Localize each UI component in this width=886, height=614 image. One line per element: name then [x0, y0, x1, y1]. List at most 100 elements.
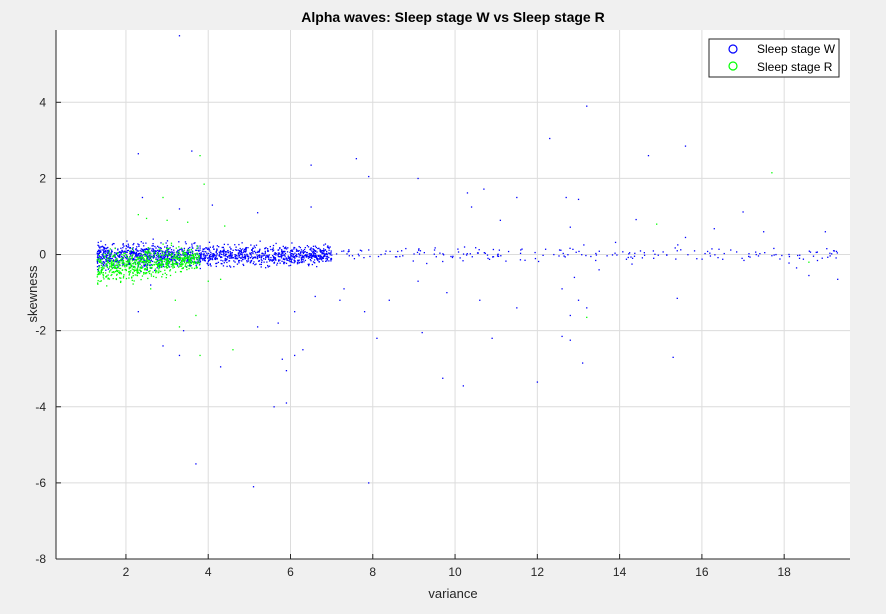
- x-tick-label: 6: [287, 565, 294, 579]
- data-point: [125, 277, 128, 280]
- data-point: [171, 253, 173, 255]
- data-point: [200, 257, 202, 260]
- data-point: [160, 258, 162, 260]
- data-point: [308, 255, 310, 257]
- data-point: [138, 256, 140, 259]
- data-point: [323, 254, 326, 257]
- data-point: [561, 335, 563, 338]
- data-point: [121, 269, 124, 271]
- data-point: [279, 247, 281, 249]
- data-point: [788, 253, 790, 256]
- data-point: [321, 257, 324, 259]
- data-point: [119, 264, 121, 266]
- data-point: [204, 257, 206, 259]
- data-point: [290, 258, 293, 260]
- data-point: [216, 252, 218, 255]
- data-point: [192, 253, 194, 256]
- data-point: [244, 251, 247, 253]
- data-point: [256, 212, 259, 214]
- data-point: [147, 246, 149, 249]
- data-point: [306, 254, 308, 256]
- legend-marker-sleep-stage-r: [728, 61, 738, 71]
- data-point: [282, 250, 284, 253]
- data-point: [153, 253, 156, 255]
- data-point: [179, 255, 181, 257]
- data-point: [561, 288, 563, 290]
- data-point: [134, 274, 136, 276]
- data-point: [121, 265, 124, 267]
- data-point: [137, 311, 139, 313]
- data-point: [155, 257, 157, 259]
- data-point: [96, 282, 99, 284]
- data-point: [314, 255, 316, 257]
- data-point: [250, 260, 252, 262]
- data-point: [287, 257, 289, 259]
- data-point: [319, 257, 321, 259]
- data-point: [291, 250, 294, 253]
- data-point: [142, 258, 145, 260]
- data-point: [256, 254, 258, 256]
- data-point: [711, 248, 713, 250]
- data-point: [329, 254, 331, 256]
- data-point: [317, 258, 319, 260]
- data-point: [399, 255, 401, 258]
- data-point: [173, 255, 175, 257]
- data-point: [630, 256, 632, 258]
- data-point: [137, 262, 139, 265]
- data-point: [106, 264, 108, 266]
- x-tick-label: 10: [448, 565, 462, 579]
- data-point: [586, 105, 588, 107]
- data-point: [347, 251, 349, 253]
- data-point: [158, 261, 160, 264]
- data-point: [178, 266, 180, 268]
- data-point: [117, 270, 119, 272]
- data-point: [212, 245, 215, 247]
- data-point: [216, 249, 218, 252]
- data-point: [97, 253, 100, 255]
- data-point: [215, 257, 217, 259]
- data-point: [194, 262, 196, 265]
- data-point: [183, 257, 186, 259]
- data-point: [138, 272, 141, 274]
- data-point: [757, 255, 760, 257]
- data-point: [442, 254, 445, 256]
- data-point: [111, 271, 113, 273]
- data-point: [132, 257, 135, 260]
- data-point: [294, 261, 296, 263]
- data-point: [291, 261, 293, 264]
- data-point: [748, 253, 750, 255]
- data-point: [100, 246, 102, 248]
- data-point: [324, 253, 326, 255]
- data-point: [263, 254, 265, 256]
- data-point: [128, 274, 130, 276]
- data-point: [151, 266, 153, 269]
- x-tick-label: 12: [531, 565, 545, 579]
- data-point: [132, 274, 134, 277]
- data-point: [329, 246, 331, 248]
- data-point: [130, 265, 132, 268]
- data-point: [317, 255, 320, 258]
- data-point: [195, 463, 197, 465]
- data-point: [224, 257, 226, 260]
- data-point: [380, 253, 382, 256]
- data-point: [188, 249, 191, 251]
- data-point: [442, 253, 444, 255]
- data-point: [223, 250, 226, 252]
- data-point: [136, 272, 139, 274]
- data-point: [263, 261, 265, 263]
- data-point: [168, 252, 170, 255]
- data-point: [219, 366, 222, 368]
- data-point: [130, 264, 132, 266]
- data-point: [197, 247, 199, 249]
- legend[interactable]: Sleep stage W Sleep stage R: [708, 38, 840, 78]
- data-point: [208, 257, 211, 259]
- data-point: [165, 242, 167, 244]
- data-point: [106, 265, 108, 267]
- data-point: [215, 262, 217, 265]
- data-point: [146, 254, 148, 257]
- data-point: [131, 277, 133, 279]
- data-point: [107, 259, 109, 262]
- data-point: [137, 253, 140, 255]
- data-point: [122, 246, 124, 249]
- data-point: [146, 266, 148, 269]
